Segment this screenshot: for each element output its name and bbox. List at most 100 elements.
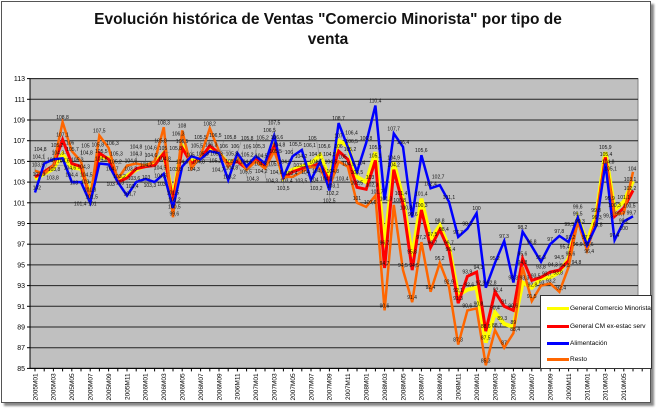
x-tick-label: 2006M05 xyxy=(180,373,187,400)
data-label: 99,3 xyxy=(575,219,585,225)
data-label-leader xyxy=(255,141,257,160)
data-label-leader xyxy=(228,165,240,167)
data-label: 101,4 xyxy=(74,202,87,208)
data-label-leader xyxy=(264,165,271,170)
data-label: 103,8 xyxy=(169,167,182,173)
data-label: 93 xyxy=(539,280,545,286)
data-label: 106,4 xyxy=(397,140,410,146)
data-label: 96,7 xyxy=(428,240,438,246)
data-label: 104,8 xyxy=(34,147,47,153)
x-tick-label: 2007M01 xyxy=(253,373,260,400)
data-label: 96,4 xyxy=(446,247,456,253)
data-label: 94,3 xyxy=(560,263,570,269)
x-tick-label: 2006M11 xyxy=(235,373,242,400)
data-label-leader xyxy=(264,148,273,164)
data-label: 90,6 xyxy=(462,303,472,309)
data-label: 96,6 xyxy=(584,242,594,248)
data-label: 102 xyxy=(33,185,42,191)
y-tick-label: 99 xyxy=(17,221,25,228)
series-line-alimentaci-n xyxy=(33,105,634,289)
series-line-resto xyxy=(34,117,635,366)
x-tick-label: 2008M07 xyxy=(419,373,426,400)
data-label: 105,5 xyxy=(289,142,302,148)
data-label-leader xyxy=(301,165,310,167)
data-label: 104,6 xyxy=(64,165,77,171)
data-label-leader xyxy=(246,167,255,169)
data-label: 92,4 xyxy=(556,286,566,292)
data-label: 103 xyxy=(81,179,90,185)
data-label: 90,4 xyxy=(490,306,500,312)
data-label: 103 xyxy=(70,181,79,187)
data-label: 108,8 xyxy=(56,115,69,121)
data-label: 102,7 xyxy=(432,175,445,181)
data-label: 103,1 xyxy=(327,183,340,189)
x-tick-label: 2009M01 xyxy=(474,373,481,400)
data-label: 94,5 xyxy=(554,255,564,261)
data-label: 105,3 xyxy=(196,151,209,157)
y-tick-label: 113 xyxy=(14,76,25,83)
x-tick-label: 2005M07 xyxy=(88,373,95,400)
data-label: 104,5 xyxy=(279,160,292,166)
data-label: 104,5 xyxy=(80,173,93,179)
data-label: 98,8 xyxy=(593,222,603,228)
data-label: 103,4 xyxy=(126,184,139,190)
data-label: 94,8 xyxy=(518,260,528,266)
data-label: 105,3 xyxy=(210,151,223,157)
data-label: 103,3 xyxy=(33,172,46,178)
data-label: 93,9 xyxy=(462,269,472,275)
y-tick-label: 89 xyxy=(17,325,25,332)
data-label: 105,2 xyxy=(241,152,254,158)
data-label: 105,2 xyxy=(209,158,222,164)
legend: General Comercio Minorista General CM ex… xyxy=(540,295,652,369)
data-label: 105,3 xyxy=(71,157,84,163)
data-label: 92,6 xyxy=(464,283,474,289)
data-label: 105 xyxy=(243,145,252,151)
data-label: 105,5 xyxy=(194,135,207,141)
data-label: 105,8 xyxy=(225,159,238,165)
data-label-leader xyxy=(237,156,240,170)
x-tick-label: 2009M05 xyxy=(511,373,518,400)
data-label: 104,8 xyxy=(130,144,143,150)
legend-swatch-yellow xyxy=(547,306,569,310)
data-label: 89,3 xyxy=(497,316,507,322)
data-label: 104,5 xyxy=(154,166,167,172)
data-label: 94,3 xyxy=(548,262,558,268)
data-label: 105,8 xyxy=(224,135,237,141)
data-label: 100,6 xyxy=(364,200,377,206)
data-label: 97,4 xyxy=(610,233,620,239)
legend-item-general: General Comercio Minorista xyxy=(547,302,651,314)
y-tick-label: 91 xyxy=(17,304,25,311)
data-label: 101,5 xyxy=(167,191,180,197)
data-label: 99,7 xyxy=(627,211,637,217)
data-label: 100,5 xyxy=(623,203,636,209)
data-label: 104,5 xyxy=(240,160,253,166)
data-label: 93,5 xyxy=(531,273,541,279)
data-label: 104 xyxy=(628,167,637,173)
data-label: 95,6 xyxy=(518,252,528,258)
data-label: 105,8 xyxy=(92,142,105,148)
data-label: 106,5 xyxy=(263,128,276,134)
data-label: 92,1 xyxy=(453,288,463,294)
data-label: 107 xyxy=(334,134,343,140)
data-label: 97,5 xyxy=(428,232,438,238)
data-label: 104,8 xyxy=(192,160,205,166)
data-label: 93,7 xyxy=(542,271,552,277)
data-label: 95,6 xyxy=(566,252,576,258)
data-label-leader xyxy=(596,219,604,221)
x-tick-label: 2008M11 xyxy=(456,373,463,400)
data-label-leader xyxy=(264,168,266,179)
data-label-leader xyxy=(292,160,295,170)
data-label: 104 xyxy=(357,161,366,167)
data-label: 99,2 xyxy=(619,218,629,224)
data-label: 90,6 xyxy=(508,303,518,309)
data-label: 104,6 xyxy=(270,170,283,176)
data-label-leader xyxy=(264,165,279,167)
data-label: 106 xyxy=(231,144,240,150)
data-label: 104,5 xyxy=(323,152,336,158)
data-label: 105,6 xyxy=(318,144,331,150)
data-label: 103,8 xyxy=(46,175,59,181)
data-label: 105,5 xyxy=(269,149,282,155)
data-label: 103,1 xyxy=(624,177,637,183)
data-label: 98,8 xyxy=(435,219,445,225)
y-tick-label: 109 xyxy=(13,118,25,125)
